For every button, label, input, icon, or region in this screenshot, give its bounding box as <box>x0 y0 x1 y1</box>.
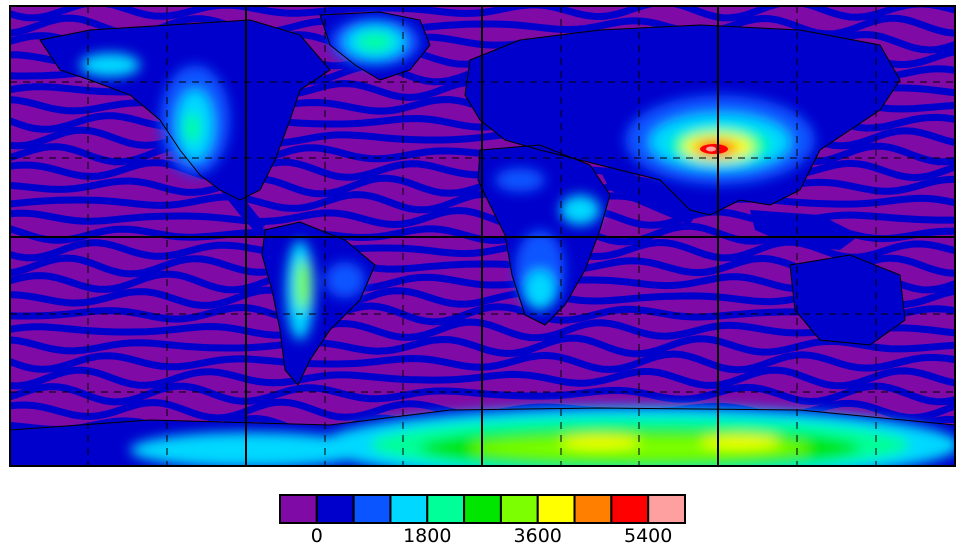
colorbar-tick-label: 1800 <box>403 525 452 547</box>
colorbar <box>279 494 687 524</box>
coastlines <box>10 11 955 431</box>
solid-gridlines <box>10 6 955 466</box>
peak-pink <box>706 146 716 152</box>
colorbar-swatch <box>647 494 687 524</box>
colorbar-tick-label: 5400 <box>623 525 673 547</box>
colorbar-swatch <box>499 494 539 524</box>
colorbar-swatch <box>536 494 576 524</box>
south-asia <box>600 170 700 225</box>
colorbar-swatch <box>315 494 355 524</box>
colorbar-swatch <box>389 494 429 524</box>
colorbar-swatch <box>610 494 650 524</box>
map-frame <box>9 5 956 467</box>
se-asia-islands <box>750 210 860 250</box>
colorbar-swatch <box>463 494 502 524</box>
colorbar-tick-label: 3600 <box>513 525 562 547</box>
colorbar-swatch <box>279 494 318 524</box>
colorbar-swatch <box>573 494 613 524</box>
central-america <box>220 190 265 235</box>
ocean-band <box>10 462 831 466</box>
colorbar-swatch <box>352 494 392 524</box>
colorbar-swatch <box>426 494 466 524</box>
colorbar-tick-label: 0 <box>310 525 323 547</box>
map-area <box>10 6 955 466</box>
